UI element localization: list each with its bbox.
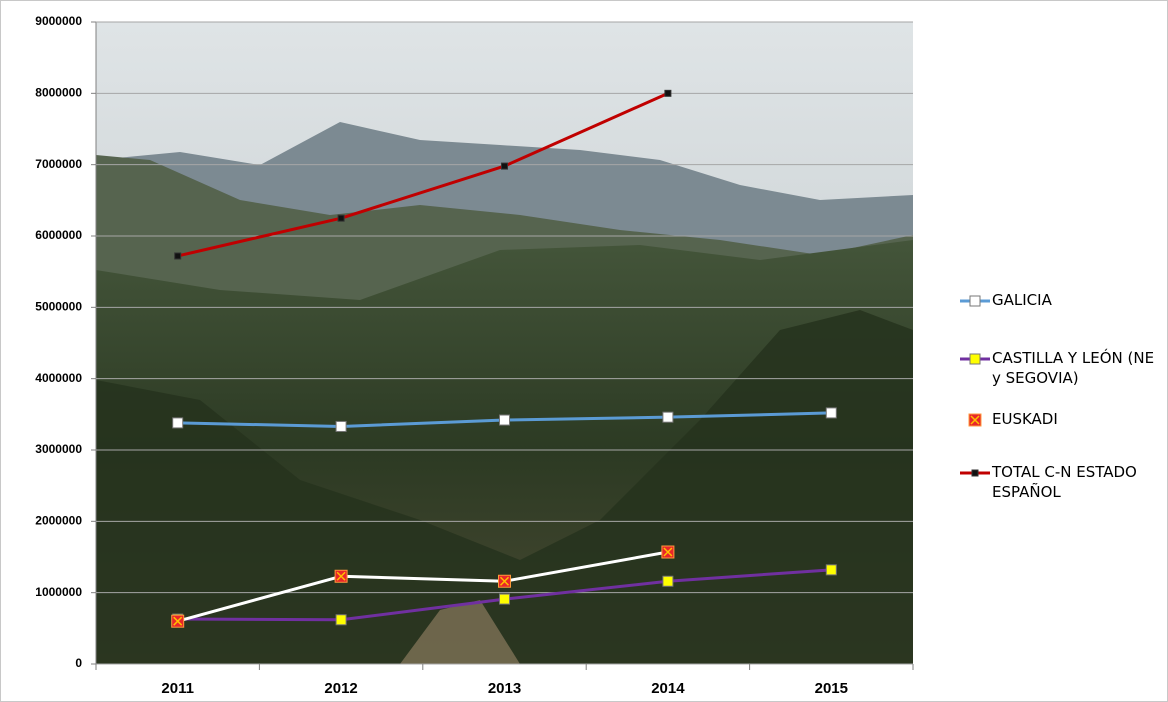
marker (664, 89, 672, 97)
legend-label: CASTILLA Y LEÓN (NE y SEGOVIA) (992, 349, 1155, 387)
y-tick-label: 0 (75, 656, 82, 670)
y-tick-label: 5000000 (35, 300, 82, 314)
y-tick-label: 2000000 (35, 514, 82, 528)
marker-box (499, 593, 510, 605)
marker-box (662, 411, 674, 423)
marker (662, 575, 674, 587)
background-photo (96, 22, 913, 664)
marker-cross (663, 547, 673, 557)
marker (334, 569, 348, 583)
x-tick-label: 2012 (324, 680, 357, 697)
y-tick-label: 6000000 (35, 228, 82, 242)
y-tick-label: 3000000 (35, 442, 82, 456)
marker (498, 574, 511, 588)
marker-box (174, 252, 182, 260)
legend-label: GALICIA (992, 291, 1052, 309)
marker (825, 564, 837, 576)
marker (499, 414, 510, 426)
legend-entry: TOTAL C-N ESTADO ESPAÑOL (958, 462, 1166, 502)
y-tick-label: 7000000 (35, 157, 82, 171)
marker (661, 545, 675, 559)
x-tick-label: 2013 (488, 680, 521, 697)
marker (172, 417, 184, 429)
y-tick-label: 4000000 (35, 371, 82, 385)
marker-cross (499, 576, 510, 586)
marker (969, 295, 981, 307)
marker-box (825, 564, 837, 576)
marker (171, 614, 185, 628)
marker (825, 407, 837, 419)
marker-box (971, 469, 979, 477)
marker (335, 420, 347, 432)
x-tick-label: 2014 (651, 680, 685, 697)
series-line (177, 91, 669, 258)
legend-icon (968, 413, 982, 427)
marker-cross (173, 616, 183, 626)
marker (501, 162, 508, 170)
marker-box (499, 414, 510, 426)
marker-box (337, 214, 345, 222)
marker-box (664, 89, 672, 97)
legend-entry: EUSKADI (958, 409, 1166, 429)
legend-label: TOTAL C-N ESTADO ESPAÑOL (992, 463, 1137, 501)
x-tick-label: 2011 (161, 680, 194, 697)
marker (174, 252, 182, 260)
marker-box (335, 614, 347, 626)
marker-box (172, 417, 184, 429)
marker-box (501, 162, 508, 170)
marker (662, 411, 674, 423)
marker-box (969, 353, 981, 365)
series-line (177, 550, 669, 623)
marker-box (662, 575, 674, 587)
legend-entry: GALICIA (958, 290, 1166, 310)
legend-entry: CASTILLA Y LEÓN (NE y SEGOVIA) (958, 348, 1166, 388)
y-tick-label: 8000000 (35, 86, 82, 100)
marker-cross (336, 571, 346, 581)
legend-label: EUSKADI (992, 410, 1058, 428)
marker (968, 413, 982, 427)
x-tick-label: 2015 (815, 680, 848, 697)
legend-icon (960, 353, 990, 365)
marker (971, 469, 979, 477)
marker (337, 214, 345, 222)
marker (499, 593, 510, 605)
legend-icon (960, 469, 990, 477)
marker-cross (970, 415, 980, 425)
marker (335, 614, 347, 626)
marker-box (969, 295, 981, 307)
y-tick-label: 9000000 (35, 14, 82, 28)
legend-icon (960, 295, 990, 307)
y-tick-label: 1000000 (35, 585, 82, 599)
marker-box (335, 420, 347, 432)
marker-box (825, 407, 837, 419)
marker (969, 353, 981, 365)
